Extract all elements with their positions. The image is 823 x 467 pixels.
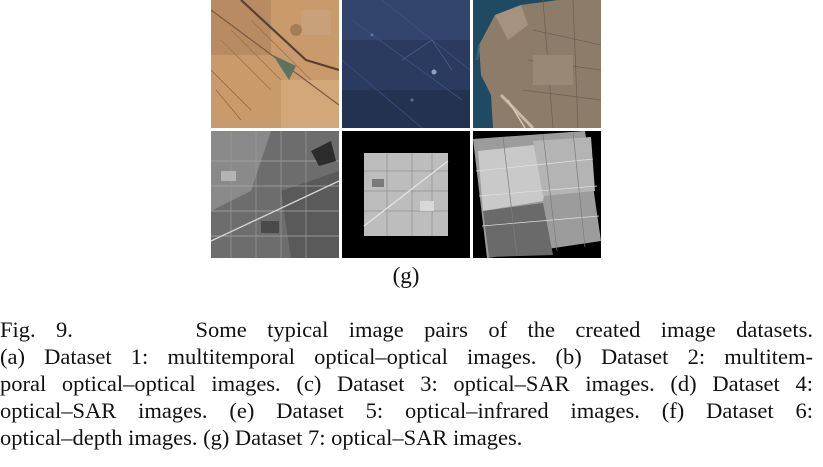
image-panel-sar-patch (342, 131, 470, 258)
image-panel-sar-urban (211, 131, 339, 258)
figure-number: Fig. 9. (0, 317, 73, 342)
image-panel-desert-optical (211, 0, 339, 128)
caption-line-2: (a) Dataset 1: multitemporal optical–opt… (0, 344, 813, 369)
caption-line-3: poral optical–optical images. (c) Datase… (0, 371, 813, 396)
caption-line-4: optical–SAR images. (e) Dataset 5: optic… (0, 398, 813, 423)
caption-line-5: optical–depth images. (g) Dataset 7: opt… (0, 425, 523, 450)
caption-line-1: Fig. 9. Some typical image pairs of the … (0, 316, 813, 343)
image-panel-coastal-optical (473, 0, 601, 128)
image-panel-sar-rotated (473, 131, 601, 258)
caption-text: Some typical image pairs of the created … (195, 317, 814, 342)
image-panel-blue-optical (342, 0, 470, 128)
subfigure-label: (g) (392, 263, 420, 288)
figure-panel-grid: (g) (211, 0, 601, 288)
figure-caption: Fig. 9. Some typical image pairs of the … (0, 316, 813, 451)
